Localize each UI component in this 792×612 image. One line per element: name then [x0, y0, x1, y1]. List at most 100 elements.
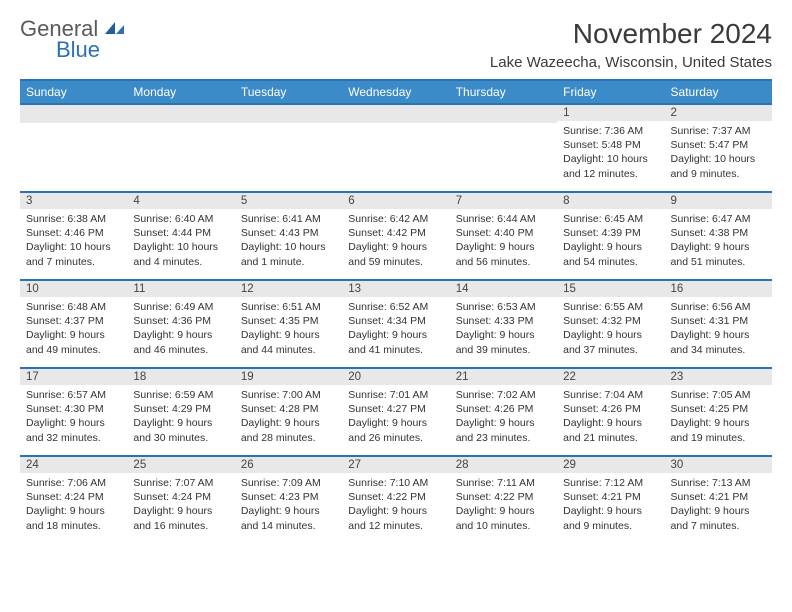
weekday-tue: Tuesday: [235, 80, 342, 104]
day-number: 15: [557, 281, 664, 297]
weekday-header-row: Sunday Monday Tuesday Wednesday Thursday…: [20, 80, 772, 104]
day-dl2: and 51 minutes.: [671, 255, 766, 269]
calendar-cell: 24Sunrise: 7:06 AMSunset: 4:24 PMDayligh…: [20, 456, 127, 544]
calendar-cell: [450, 104, 557, 192]
day-dl2: and 7 minutes.: [671, 519, 766, 533]
day-dl1: Daylight: 9 hours: [456, 416, 551, 430]
location-label: Lake Wazeecha, Wisconsin, United States: [490, 54, 772, 71]
calendar-cell: 11Sunrise: 6:49 AMSunset: 4:36 PMDayligh…: [127, 280, 234, 368]
calendar-table: Sunday Monday Tuesday Wednesday Thursday…: [20, 79, 772, 544]
day-sr: Sunrise: 7:36 AM: [563, 124, 658, 138]
day-number: 3: [20, 193, 127, 209]
weekday-sun: Sunday: [20, 80, 127, 104]
day-number: 6: [342, 193, 449, 209]
day-sr: Sunrise: 7:11 AM: [456, 476, 551, 490]
day-detail: Sunrise: 6:40 AMSunset: 4:44 PMDaylight:…: [127, 209, 234, 273]
day-sr: Sunrise: 7:06 AM: [26, 476, 121, 490]
day-dl1: Daylight: 9 hours: [456, 328, 551, 342]
day-ss: Sunset: 4:21 PM: [563, 490, 658, 504]
day-number: 5: [235, 193, 342, 209]
day-dl1: Daylight: 9 hours: [348, 416, 443, 430]
day-ss: Sunset: 4:25 PM: [671, 402, 766, 416]
day-dl1: Daylight: 9 hours: [456, 504, 551, 518]
day-ss: Sunset: 4:27 PM: [348, 402, 443, 416]
calendar-cell: 1Sunrise: 7:36 AMSunset: 5:48 PMDaylight…: [557, 104, 664, 192]
calendar-cell: 16Sunrise: 6:56 AMSunset: 4:31 PMDayligh…: [665, 280, 772, 368]
day-dl1: Daylight: 9 hours: [26, 328, 121, 342]
day-number: 10: [20, 281, 127, 297]
calendar-cell: 19Sunrise: 7:00 AMSunset: 4:28 PMDayligh…: [235, 368, 342, 456]
day-dl2: and 21 minutes.: [563, 431, 658, 445]
day-dl2: and 9 minutes.: [671, 167, 766, 181]
day-sr: Sunrise: 7:13 AM: [671, 476, 766, 490]
day-number: [20, 105, 127, 123]
day-detail: Sunrise: 6:52 AMSunset: 4:34 PMDaylight:…: [342, 297, 449, 361]
calendar-cell: 7Sunrise: 6:44 AMSunset: 4:40 PMDaylight…: [450, 192, 557, 280]
day-sr: Sunrise: 6:41 AM: [241, 212, 336, 226]
day-sr: Sunrise: 6:42 AM: [348, 212, 443, 226]
day-ss: Sunset: 4:30 PM: [26, 402, 121, 416]
day-ss: Sunset: 4:32 PM: [563, 314, 658, 328]
day-dl1: Daylight: 10 hours: [26, 240, 121, 254]
day-detail: Sunrise: 7:09 AMSunset: 4:23 PMDaylight:…: [235, 473, 342, 537]
day-dl1: Daylight: 10 hours: [671, 152, 766, 166]
calendar-cell: [342, 104, 449, 192]
day-ss: Sunset: 4:35 PM: [241, 314, 336, 328]
calendar-cell: [20, 104, 127, 192]
day-detail: Sunrise: 7:02 AMSunset: 4:26 PMDaylight:…: [450, 385, 557, 449]
day-dl2: and 26 minutes.: [348, 431, 443, 445]
day-number: 25: [127, 457, 234, 473]
day-sr: Sunrise: 6:45 AM: [563, 212, 658, 226]
calendar-cell: 15Sunrise: 6:55 AMSunset: 4:32 PMDayligh…: [557, 280, 664, 368]
day-dl1: Daylight: 10 hours: [241, 240, 336, 254]
day-ss: Sunset: 4:24 PM: [133, 490, 228, 504]
logo-blue: Blue: [56, 39, 125, 61]
day-number: 1: [557, 105, 664, 121]
day-detail: Sunrise: 6:53 AMSunset: 4:33 PMDaylight:…: [450, 297, 557, 361]
day-dl1: Daylight: 9 hours: [671, 240, 766, 254]
weekday-sat: Saturday: [665, 80, 772, 104]
day-dl2: and 34 minutes.: [671, 343, 766, 357]
day-ss: Sunset: 4:46 PM: [26, 226, 121, 240]
day-number: 2: [665, 105, 772, 121]
day-sr: Sunrise: 6:56 AM: [671, 300, 766, 314]
day-number: 22: [557, 369, 664, 385]
calendar-cell: 4Sunrise: 6:40 AMSunset: 4:44 PMDaylight…: [127, 192, 234, 280]
day-ss: Sunset: 4:28 PM: [241, 402, 336, 416]
calendar-cell: 10Sunrise: 6:48 AMSunset: 4:37 PMDayligh…: [20, 280, 127, 368]
day-dl2: and 10 minutes.: [456, 519, 551, 533]
day-ss: Sunset: 5:47 PM: [671, 138, 766, 152]
day-ss: Sunset: 4:26 PM: [456, 402, 551, 416]
day-sr: Sunrise: 6:38 AM: [26, 212, 121, 226]
day-number: 7: [450, 193, 557, 209]
day-sr: Sunrise: 6:48 AM: [26, 300, 121, 314]
calendar-cell: 29Sunrise: 7:12 AMSunset: 4:21 PMDayligh…: [557, 456, 664, 544]
day-dl2: and 16 minutes.: [133, 519, 228, 533]
day-number: [342, 105, 449, 123]
day-dl1: Daylight: 9 hours: [563, 504, 658, 518]
day-sr: Sunrise: 7:02 AM: [456, 388, 551, 402]
day-detail: Sunrise: 6:47 AMSunset: 4:38 PMDaylight:…: [665, 209, 772, 273]
day-dl1: Daylight: 9 hours: [671, 328, 766, 342]
weekday-fri: Friday: [557, 80, 664, 104]
calendar-cell: 18Sunrise: 6:59 AMSunset: 4:29 PMDayligh…: [127, 368, 234, 456]
day-dl2: and 41 minutes.: [348, 343, 443, 357]
day-sr: Sunrise: 6:52 AM: [348, 300, 443, 314]
day-detail: Sunrise: 7:12 AMSunset: 4:21 PMDaylight:…: [557, 473, 664, 537]
day-number: 12: [235, 281, 342, 297]
day-dl2: and 59 minutes.: [348, 255, 443, 269]
day-detail: Sunrise: 7:07 AMSunset: 4:24 PMDaylight:…: [127, 473, 234, 537]
day-sr: Sunrise: 7:12 AM: [563, 476, 658, 490]
calendar-cell: 13Sunrise: 6:52 AMSunset: 4:34 PMDayligh…: [342, 280, 449, 368]
day-detail: Sunrise: 6:42 AMSunset: 4:42 PMDaylight:…: [342, 209, 449, 273]
day-number: 9: [665, 193, 772, 209]
day-ss: Sunset: 4:44 PM: [133, 226, 228, 240]
day-dl2: and 1 minute.: [241, 255, 336, 269]
day-detail: Sunrise: 7:36 AMSunset: 5:48 PMDaylight:…: [557, 121, 664, 185]
weekday-wed: Wednesday: [342, 80, 449, 104]
day-detail: Sunrise: 6:57 AMSunset: 4:30 PMDaylight:…: [20, 385, 127, 449]
calendar-cell: 6Sunrise: 6:42 AMSunset: 4:42 PMDaylight…: [342, 192, 449, 280]
day-dl1: Daylight: 10 hours: [133, 240, 228, 254]
day-dl2: and 37 minutes.: [563, 343, 658, 357]
day-sr: Sunrise: 6:44 AM: [456, 212, 551, 226]
